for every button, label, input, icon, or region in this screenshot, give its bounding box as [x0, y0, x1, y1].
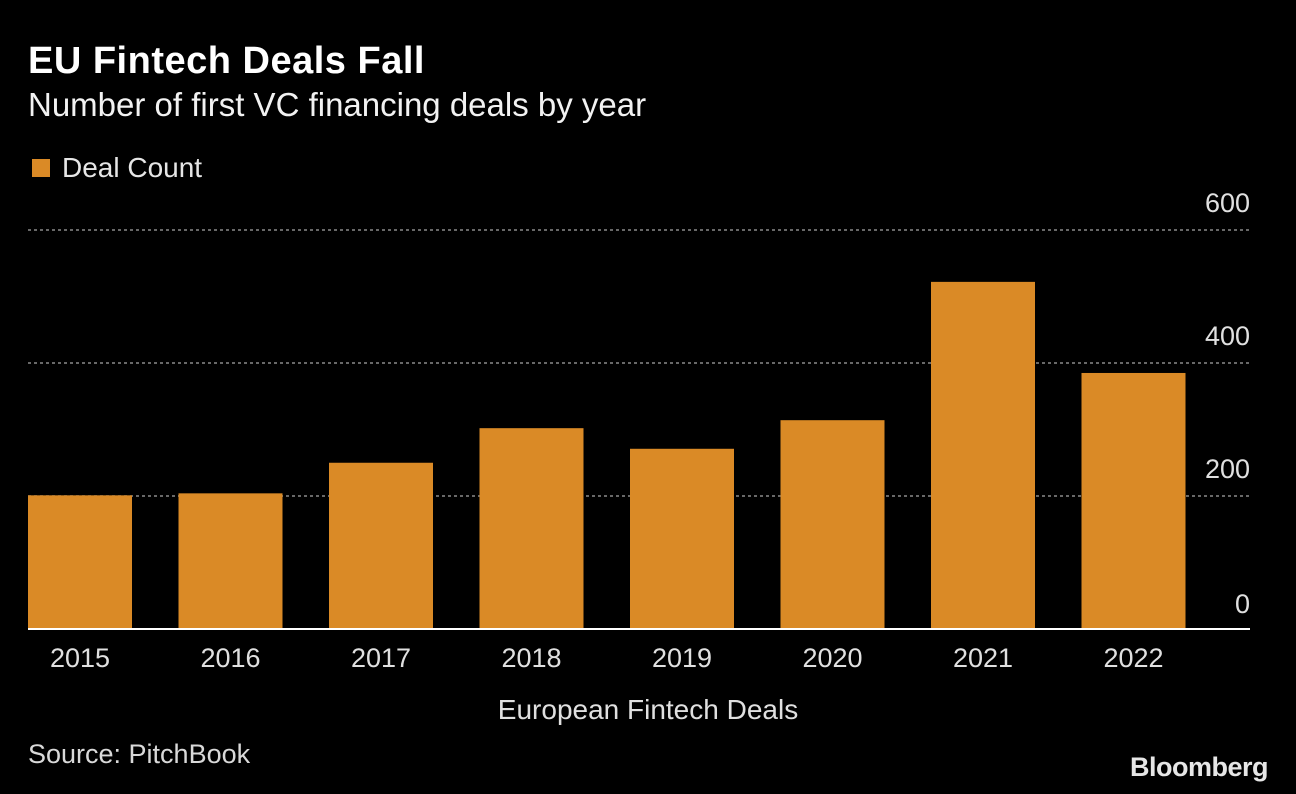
bar — [1081, 372, 1186, 629]
bar — [178, 493, 283, 629]
x-tick-label: 2020 — [802, 643, 862, 673]
x-tick-label: 2019 — [652, 643, 712, 673]
chart-subtitle: Number of first VC financing deals by ye… — [28, 86, 647, 123]
y-tick-label: 200 — [1205, 454, 1250, 484]
x-tick-label: 2022 — [1103, 643, 1163, 673]
y-tick-label: 0 — [1235, 589, 1250, 619]
x-axis-label: European Fintech Deals — [498, 694, 798, 725]
bar — [28, 495, 132, 629]
bar — [329, 462, 433, 629]
legend-swatch — [32, 159, 50, 177]
bar — [780, 420, 885, 629]
x-tick-label: 2015 — [50, 643, 110, 673]
bloomberg-logo: Bloomberg — [1129, 752, 1269, 782]
x-tick-label: 2016 — [200, 643, 260, 673]
legend: Deal Count — [32, 152, 202, 184]
source-note: Source: PitchBook — [28, 739, 251, 769]
x-tick-label: 2018 — [501, 643, 561, 673]
x-tick-label: 2021 — [953, 643, 1013, 673]
bar — [630, 448, 734, 629]
y-tick-label: 400 — [1205, 321, 1250, 351]
x-tick-label: 2017 — [351, 643, 411, 673]
bar — [931, 281, 1035, 629]
bar — [479, 428, 584, 629]
y-tick-label: 600 — [1205, 188, 1250, 218]
legend-label: Deal Count — [62, 152, 203, 183]
chart-title: EU Fintech Deals Fall — [28, 40, 425, 82]
